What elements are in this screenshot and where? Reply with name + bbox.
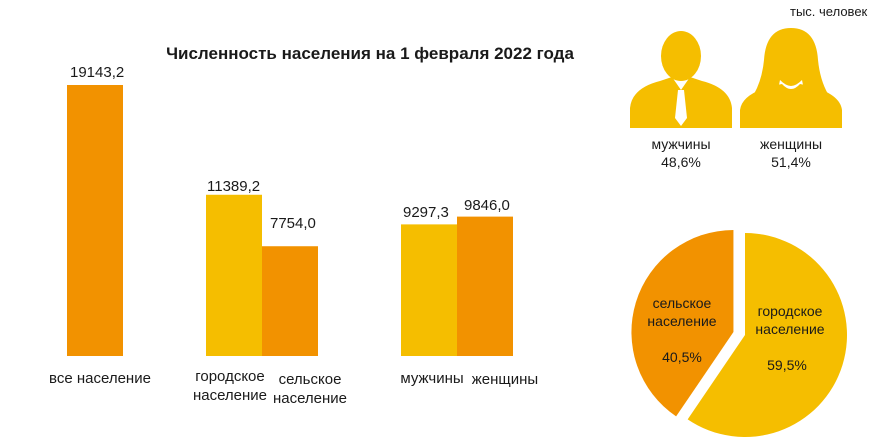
pie-pct-rural: 40,5% <box>662 349 702 365</box>
bar-total <box>67 85 123 356</box>
bar-label-women: женщины <box>471 371 539 388</box>
women-pct: 51,4% <box>771 154 811 170</box>
women-label: женщины <box>759 136 822 152</box>
bar-value-urban: 11389,2 <box>207 178 261 195</box>
bar-label-men: мужчины <box>400 370 464 387</box>
bar-label-rural: сельское население <box>272 371 348 407</box>
pie-slice-rural <box>631 230 734 417</box>
bar-men <box>401 224 457 356</box>
bar-value-total: 19143,2 <box>70 64 125 81</box>
bar-label-total: все население <box>49 370 151 387</box>
unit-label: тыс. человек <box>790 4 868 19</box>
bar-value-women: 9846,0 <box>464 197 510 214</box>
pie-label-rural: сельское население <box>647 295 717 329</box>
bar-value-men: 9297,3 <box>403 204 449 221</box>
men-label: мужчины <box>651 136 711 152</box>
bar-rural <box>262 246 318 356</box>
pie-slice-urban <box>687 233 848 438</box>
bar-urban <box>206 194 262 356</box>
chart-title: Численность населения на 1 февраля 2022 … <box>166 44 574 63</box>
bar-label-urban: городское население <box>192 368 268 404</box>
pie-label-urban: городское население <box>755 303 825 337</box>
bar-value-rural: 7754,0 <box>270 215 316 232</box>
bar-women <box>457 216 513 356</box>
pie-pct-urban: 59,5% <box>767 357 807 373</box>
men-pct: 48,6% <box>661 154 701 170</box>
